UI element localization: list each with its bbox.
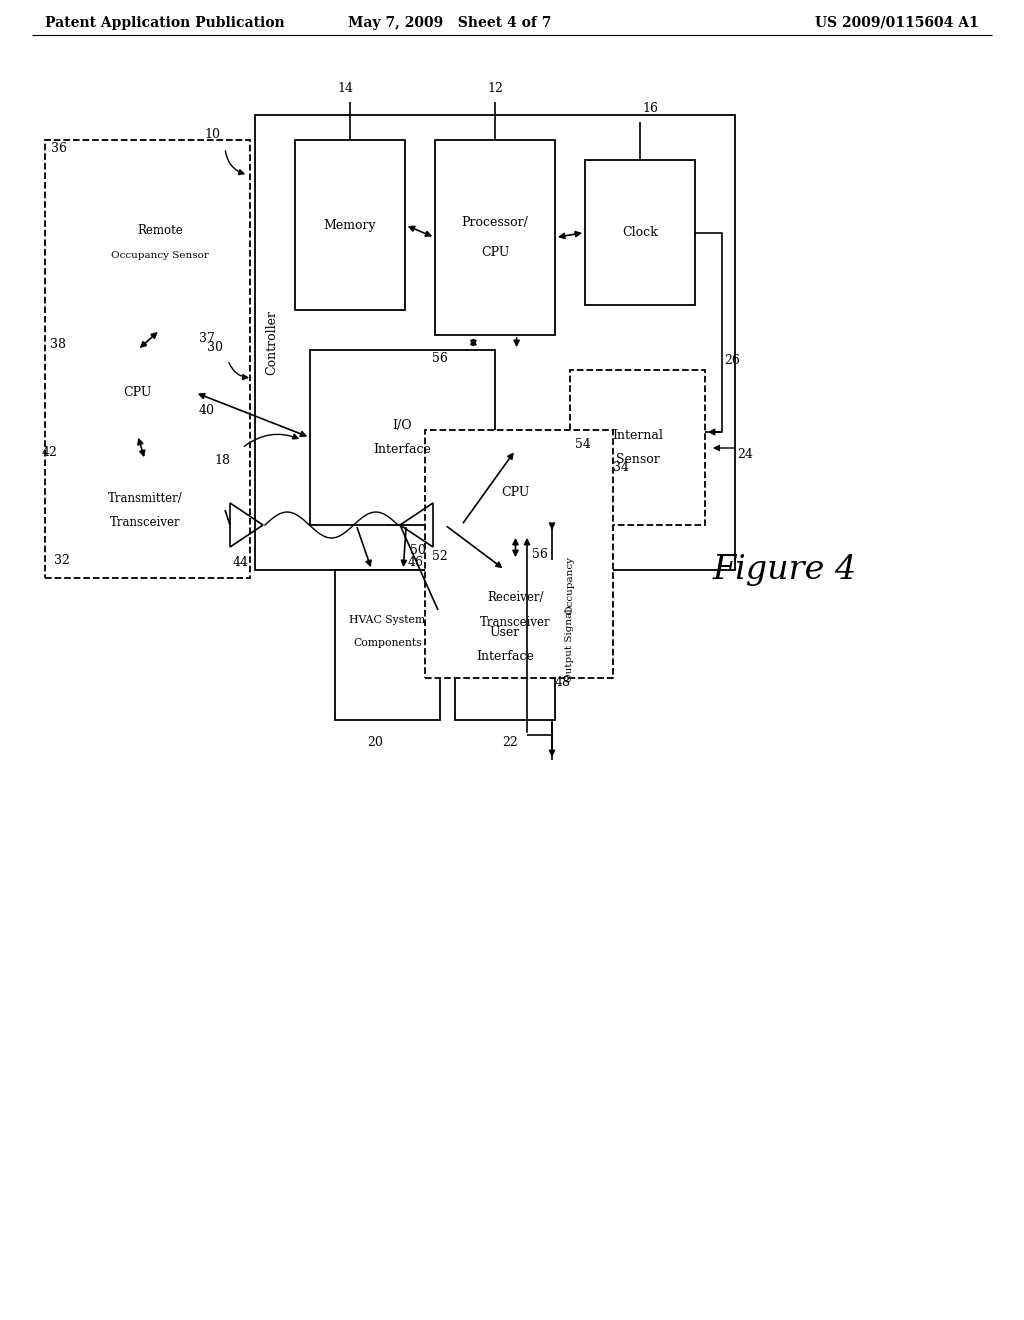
Text: 20: 20 xyxy=(368,735,383,748)
Bar xyxy=(335,570,440,719)
Text: Controller: Controller xyxy=(265,310,279,375)
Text: Transceiver: Transceiver xyxy=(480,615,551,628)
Text: CPU: CPU xyxy=(502,486,529,499)
Text: 46: 46 xyxy=(408,556,423,569)
Text: Receiver/: Receiver/ xyxy=(487,591,544,605)
Text: 32: 32 xyxy=(54,553,70,566)
Text: 16: 16 xyxy=(642,102,658,115)
Text: Figure 4: Figure 4 xyxy=(713,554,857,586)
Text: 44: 44 xyxy=(233,556,249,569)
Text: Sensor: Sensor xyxy=(615,453,659,466)
Text: 34: 34 xyxy=(613,461,629,474)
Bar xyxy=(570,370,705,525)
Text: 26: 26 xyxy=(724,354,740,367)
Text: 22: 22 xyxy=(502,735,518,748)
Text: HVAC System: HVAC System xyxy=(349,615,426,624)
Bar xyxy=(295,140,406,310)
Text: Interface: Interface xyxy=(476,651,534,664)
Text: Processor/: Processor/ xyxy=(462,216,528,228)
Bar xyxy=(425,430,613,678)
Text: CPU: CPU xyxy=(481,246,509,259)
Bar xyxy=(438,560,593,660)
Bar xyxy=(310,350,495,525)
Text: 56: 56 xyxy=(532,549,548,561)
Bar xyxy=(75,160,245,330)
Text: Memory: Memory xyxy=(324,219,376,231)
Bar xyxy=(585,160,695,305)
Text: 36: 36 xyxy=(51,141,67,154)
Text: User: User xyxy=(489,627,520,639)
Text: Occupancy: Occupancy xyxy=(565,556,574,614)
Text: I/O: I/O xyxy=(392,418,413,432)
Text: 50: 50 xyxy=(410,544,426,557)
Text: 37: 37 xyxy=(199,331,215,345)
Bar xyxy=(435,140,555,335)
Text: 12: 12 xyxy=(487,82,503,95)
Text: Components: Components xyxy=(353,638,422,648)
Text: 30: 30 xyxy=(207,342,223,355)
Text: Remote: Remote xyxy=(137,223,183,236)
Text: Transceiver: Transceiver xyxy=(110,516,180,528)
Text: Clock: Clock xyxy=(623,226,657,239)
Bar xyxy=(455,570,555,719)
Bar xyxy=(65,459,225,560)
Text: May 7, 2009   Sheet 4 of 7: May 7, 2009 Sheet 4 of 7 xyxy=(348,16,552,30)
Bar xyxy=(458,450,573,535)
Text: 24: 24 xyxy=(737,449,753,462)
Text: 38: 38 xyxy=(50,338,66,351)
Text: 18: 18 xyxy=(214,454,230,466)
Text: Internal: Internal xyxy=(612,429,663,442)
Text: 48: 48 xyxy=(555,676,571,689)
Bar xyxy=(255,115,735,570)
Text: US 2009/0115604 A1: US 2009/0115604 A1 xyxy=(815,16,979,30)
Text: 56: 56 xyxy=(432,351,447,364)
Text: CPU: CPU xyxy=(123,385,152,399)
Text: 10: 10 xyxy=(204,128,220,141)
Text: 40: 40 xyxy=(199,404,215,417)
Text: Patent Application Publication: Patent Application Publication xyxy=(45,16,285,30)
Text: Interface: Interface xyxy=(374,444,431,455)
Text: 52: 52 xyxy=(432,550,447,564)
Text: Occupancy Sensor: Occupancy Sensor xyxy=(111,251,209,260)
Text: Output Signal: Output Signal xyxy=(565,609,574,682)
Text: 54: 54 xyxy=(575,438,591,451)
Text: Transmitter/: Transmitter/ xyxy=(108,491,182,504)
Bar xyxy=(45,140,250,578)
Text: 14: 14 xyxy=(337,82,353,95)
Text: 42: 42 xyxy=(42,446,58,458)
Bar xyxy=(80,350,195,436)
